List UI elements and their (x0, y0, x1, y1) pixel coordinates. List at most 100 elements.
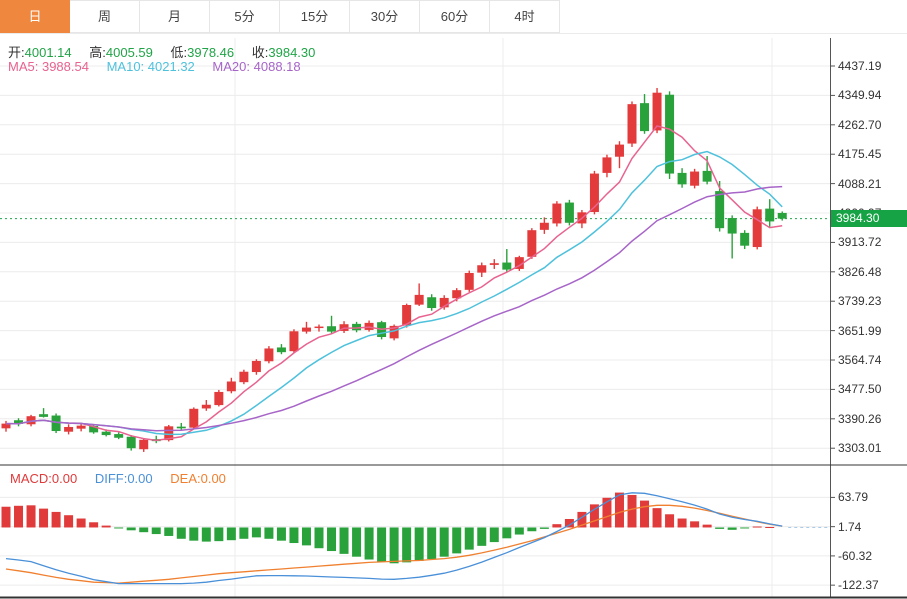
macd-bar (552, 524, 562, 528)
macd-bar (101, 525, 111, 528)
dea-value: 0.00 (200, 471, 226, 486)
close-label: 收: (251, 45, 269, 60)
candle-body (64, 426, 74, 432)
macd-bar (89, 522, 99, 528)
macd-bar (427, 527, 437, 560)
candle-body (452, 290, 462, 299)
candle-body (126, 436, 136, 449)
candle-body (51, 415, 61, 432)
tab-60min[interactable]: 60分 (420, 0, 490, 33)
macd-tick-label: -122.37 (838, 578, 879, 593)
tab-15min[interactable]: 15分 (280, 0, 350, 33)
macd-bar (214, 527, 224, 542)
candle-body (477, 265, 487, 273)
candlestick-chart[interactable] (0, 38, 830, 597)
tab-day[interactable]: 日 (0, 0, 70, 33)
price-tick-label: 3826.48 (838, 264, 882, 279)
candle-body (352, 323, 362, 331)
macd-bar (164, 527, 174, 536)
candle-body (427, 297, 437, 309)
candle-body (327, 326, 337, 332)
macd-bar (740, 527, 750, 529)
macd-bar (614, 492, 624, 528)
macd-bar (201, 527, 211, 542)
macd-bar (527, 527, 537, 532)
candle-body (389, 325, 399, 339)
macd-bar (176, 527, 186, 539)
macd-histogram (1, 492, 775, 564)
candle-body (665, 94, 675, 174)
price-tick-label: 3913.72 (838, 235, 882, 250)
price-tick-label: 3564.74 (838, 353, 882, 367)
ma-readout: MA5: 3988.54 MA10: 4021.32 MA20: 4088.18 (8, 59, 315, 74)
candle-body (752, 209, 762, 248)
price-tick-label: 3390.26 (838, 411, 882, 426)
macd-bar (690, 521, 700, 528)
candle-body (39, 414, 49, 417)
macd-label: MACD: (10, 471, 52, 486)
gridlines (0, 38, 830, 597)
macd-bar (602, 497, 612, 528)
high-value: 4005.59 (105, 45, 153, 60)
tab-5min[interactable]: 5分 (210, 0, 280, 33)
macd-bar (677, 518, 687, 528)
macd-bar (752, 526, 762, 528)
candle-body (502, 262, 512, 270)
macd-bar (364, 527, 374, 560)
macd-bar (652, 508, 662, 528)
macd-bar (502, 527, 512, 539)
diff-label: DIFF: (94, 471, 128, 486)
open-value: 4001.14 (24, 45, 72, 60)
macd-bar (327, 527, 337, 552)
candle-body (139, 439, 149, 450)
macd-tick-label: -60.32 (838, 548, 873, 563)
candle-body (114, 434, 124, 438)
macd-tick-label: 63.79 (838, 490, 869, 505)
candle-body (264, 348, 274, 362)
price-tick-label: 4175.45 (838, 147, 882, 162)
macd-bar (189, 527, 199, 541)
candle-body (464, 272, 474, 290)
macd-value: 0.00 (51, 471, 78, 486)
price-tick-label: 3651.99 (838, 323, 882, 338)
low-value: 3978.46 (187, 45, 235, 60)
ma5-value: 3988.54 (41, 59, 89, 74)
open-label: 开: (8, 45, 25, 60)
dea-line (5, 504, 783, 584)
macd-bar (39, 508, 49, 528)
macd-bar (51, 511, 61, 528)
candle-body (251, 360, 261, 373)
candle-body (702, 170, 712, 182)
macd-bar (1, 506, 11, 528)
price-tick-label: 4349.94 (838, 88, 882, 103)
candle-body (189, 408, 199, 428)
candle-body (314, 326, 324, 329)
candle-body (101, 431, 111, 436)
macd-bar (439, 527, 449, 557)
tab-30min[interactable]: 30分 (350, 0, 420, 33)
ma10-value: 4021.32 (147, 59, 195, 74)
ma20-line (5, 185, 783, 432)
candle-body (727, 218, 737, 234)
price-tick-label: 3739.23 (838, 294, 882, 309)
candle-body (527, 230, 537, 257)
tab-week[interactable]: 周 (70, 0, 140, 33)
ma10-label: MA10: (106, 59, 145, 74)
candle-body (552, 203, 562, 224)
macd-bar (489, 527, 499, 543)
tab-month[interactable]: 月 (140, 0, 210, 33)
high-label: 高: (89, 45, 106, 60)
macd-bar (276, 527, 286, 541)
macd-readout: MACD:0.00 DIFF:0.00 DEA:0.00 (10, 471, 240, 486)
macd-bar (314, 527, 324, 549)
macd-bar (640, 500, 650, 528)
candle-body (402, 304, 412, 326)
tab-4hour[interactable]: 4时 (490, 0, 560, 33)
candle-body (677, 172, 687, 185)
macd-bar (727, 527, 737, 530)
ma5-line (5, 125, 783, 442)
price-tick-label: 4262.70 (838, 117, 882, 132)
candle-body (539, 222, 549, 230)
macd-bar (514, 527, 524, 535)
